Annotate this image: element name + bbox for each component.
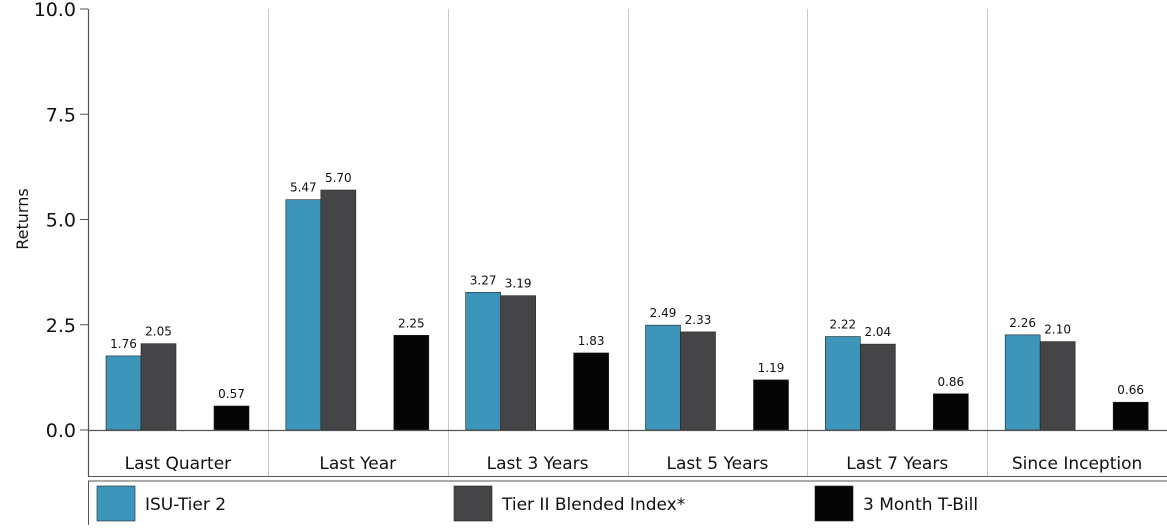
data-label: 3.27 [470, 273, 497, 287]
bar-isu-tier-2 [285, 199, 322, 431]
bar-tier-ii-blended-index [140, 343, 177, 431]
category-label: Last 7 Years [846, 454, 948, 474]
bar-isu-tier-2 [465, 292, 501, 431]
legend-swatch [453, 485, 493, 522]
data-label: 0.57 [218, 387, 245, 401]
data-label: 2.26 [1009, 316, 1036, 330]
data-label: 5.47 [290, 181, 317, 195]
bar-tier-ii-blended-index [680, 331, 716, 431]
legend-label: ISU-Tier 2 [145, 495, 226, 515]
bar-tier-ii-blended-index [1039, 341, 1076, 431]
y-tick-label: 10.0 [34, 0, 76, 21]
data-label: 3.19 [505, 277, 532, 291]
data-label: 2.22 [829, 318, 856, 332]
legend: ISU-Tier 2 Tier II Blended Index* 3 Month … [88, 480, 1167, 525]
bar-3-month-t-bill [933, 393, 969, 431]
data-label: 5.70 [325, 171, 352, 185]
category-label: Last Year [319, 454, 396, 474]
bars-layer [105, 189, 1149, 431]
bar-3-month-t-bill [573, 352, 609, 431]
category-label: Since Inception [1012, 454, 1142, 474]
bar-3-month-t-bill [393, 334, 430, 431]
bar-3-month-t-bill [753, 379, 789, 431]
axis-layer [80, 8, 1167, 477]
bar-isu-tier-2 [825, 336, 861, 431]
y-tick-label: 2.5 [46, 315, 76, 337]
y-tick-label: 5.0 [46, 210, 76, 232]
bar-isu-tier-2 [1004, 334, 1041, 431]
data-label: 2.25 [398, 316, 425, 330]
data-label: 2.10 [1044, 323, 1071, 337]
data-label: 2.49 [650, 306, 677, 320]
data-label: 1.76 [110, 337, 137, 351]
y-tick-label: 0.0 [46, 420, 76, 442]
data-label: 2.05 [145, 325, 172, 339]
data-label: 2.04 [864, 325, 891, 339]
bar-3-month-t-bill [1112, 401, 1149, 431]
category-label: Last 3 Years [487, 454, 589, 474]
data-label: 2.33 [685, 313, 712, 327]
legend-swatch [96, 485, 136, 522]
y-axis-label: Returns [13, 188, 32, 249]
data-label: 0.66 [1117, 383, 1144, 397]
bar-3-month-t-bill [213, 405, 250, 431]
data-label: 0.86 [937, 375, 964, 389]
labels-layer: 0.0 2.5 5.0 7.5 10.0 1.76 5.47 3.27 2.49 2.22 2.26… [34, 0, 1144, 474]
bar-tier-ii-blended-index [860, 343, 896, 431]
data-label: 1.83 [578, 334, 605, 348]
legend-swatch [814, 485, 854, 522]
grid-layer [268, 9, 988, 476]
category-label: Last 5 Years [666, 454, 768, 474]
legend-label: Tier II Blended Index* [501, 495, 685, 515]
category-label: Last Quarter [125, 454, 232, 474]
data-label: 1.19 [758, 361, 785, 375]
y-tick-label: 7.5 [46, 104, 76, 126]
bar-isu-tier-2 [105, 355, 142, 431]
bar-tier-ii-blended-index [320, 189, 357, 431]
legend-label: 3 Month T-Bill [863, 495, 978, 515]
bar-isu-tier-2 [645, 324, 681, 431]
bar-tier-ii-blended-index [500, 295, 536, 431]
